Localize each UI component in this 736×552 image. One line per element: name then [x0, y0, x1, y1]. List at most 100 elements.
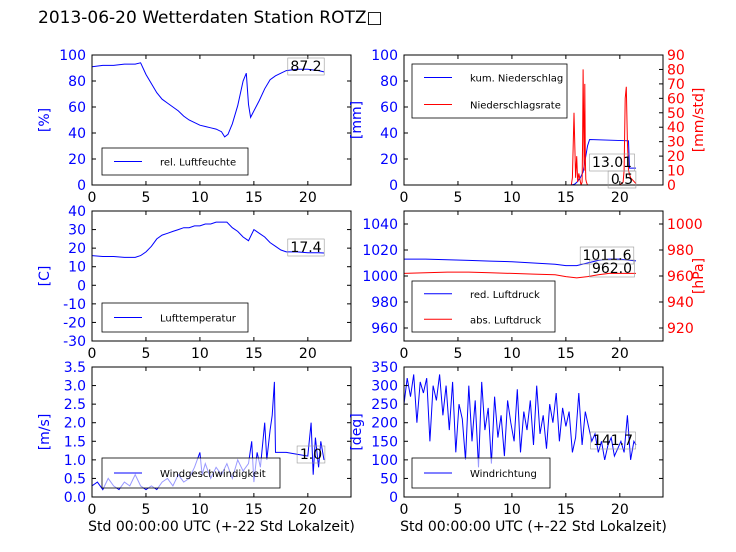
x-tick-label-humidity: 10 [191, 190, 209, 206]
plot-frame-wind-direction [403, 366, 664, 498]
current-value-2-precipitation: 0.5 [611, 172, 633, 188]
current-value-wind-speed: 1.0 [300, 447, 322, 463]
y-tick-label-pressure: 1040 [362, 217, 398, 233]
y2-tick-label-precipitation: 40 [667, 120, 685, 136]
x-tick-label-temperature: 10 [191, 346, 209, 362]
y-tick-label-wind-speed: 1.5 [64, 434, 86, 450]
x-tick-label-wind-speed: 15 [245, 502, 263, 518]
y-tick-label-wind-speed: 3.5 [64, 360, 86, 376]
y-tick-label-wind-direction: 350 [371, 360, 398, 376]
legend-box-precipitation [411, 63, 568, 119]
y2-tick-label-precipitation: 70 [667, 77, 685, 93]
y-tick-label-wind-speed: 0.5 [64, 471, 86, 487]
y2-tick-label-precipitation: 30 [667, 135, 685, 151]
chart-precipitation: 0 5 10 15 200204060801000102030405060708090[… [349, 48, 707, 206]
y2-tick-label-precipitation: 60 [667, 91, 685, 107]
current-value-wind-direction: 141.7 [593, 433, 633, 449]
legend-label-temperature-0: Lufttemperatur [160, 314, 237, 325]
x-tick-label-pressure: 5 [453, 346, 462, 362]
x-tick-label-wind-speed: 20 [299, 502, 317, 518]
x-tick-label-humidity: 5 [141, 190, 150, 206]
y-axis-label-precipitation: [mm] [349, 101, 365, 139]
y-tick-label-wind-direction: 300 [371, 379, 398, 395]
y-tick-label-pressure: 1000 [362, 269, 398, 285]
x-tick-label-humidity: 15 [245, 190, 263, 206]
x-tick-label-pressure: 10 [503, 346, 521, 362]
y-axis-label-temperature: [C] [37, 266, 53, 287]
x-tick-label-humidity: 20 [299, 190, 317, 206]
x-tick-label-wind-speed: 5 [141, 502, 150, 518]
plot-frame-humidity [91, 54, 352, 186]
y-tick-label-wind-direction: 100 [371, 453, 398, 469]
x-tick-label-wind-speed: 0 [88, 502, 97, 518]
y-tick-label-wind-direction: 150 [371, 434, 398, 450]
y2-tick-label-precipitation: 90 [667, 48, 685, 64]
y-tick-label-precipitation: 20 [380, 152, 398, 168]
y2-axis-label-precipitation: [mm/std] [691, 88, 707, 153]
page-title: 2013-06-20 Wetterdaten Station ROTZ□ [38, 8, 383, 28]
y-axis-label-wind-direction: [deg] [349, 413, 365, 450]
current-value-2-precipitation-box [607, 170, 637, 189]
x-tick-label-wind-direction: 0 [400, 502, 409, 518]
series-line-pressure-0 [404, 258, 637, 267]
y-tick-label-wind-speed: 3.0 [64, 379, 86, 395]
y-tick-label-temperature: -10 [63, 297, 86, 313]
y-tick-label-temperature: 10 [68, 260, 86, 276]
y-tick-label-precipitation: 100 [371, 48, 398, 64]
y2-tick-label-precipitation: 50 [667, 106, 685, 122]
y-tick-label-humidity: 40 [68, 126, 86, 142]
series-line-pressure-1 [404, 271, 636, 279]
current-value-temperature: 17.4 [290, 240, 321, 256]
y2-tick-label-precipitation: 10 [667, 164, 685, 180]
y2-tick-label-precipitation: 0 [667, 178, 676, 194]
series-line-precipitation-1 [404, 69, 637, 185]
x-tick-label-precipitation: 15 [557, 190, 575, 206]
legend-label-precipitation-1: Niederschlagsrate [470, 101, 561, 112]
x-tick-label-precipitation: 0 [400, 190, 409, 206]
y-tick-label-wind-direction: 250 [371, 397, 398, 413]
y2-tick-label-precipitation: 20 [667, 149, 685, 165]
y2-axis-label-pressure: [hPa] [691, 258, 707, 294]
y2-tick-label-pressure: 1000 [667, 217, 703, 233]
y-tick-label-precipitation: 0 [389, 178, 398, 194]
y-tick-label-humidity: 100 [59, 48, 86, 64]
current-value-wind-direction-box [590, 431, 636, 450]
y-tick-label-wind-speed: 2.5 [64, 397, 86, 413]
y-tick-label-pressure: 980 [371, 295, 398, 311]
y-tick-label-precipitation: 80 [380, 74, 398, 90]
y-tick-label-temperature: 30 [68, 223, 86, 239]
y-tick-label-precipitation: 40 [380, 126, 398, 142]
current-value-temperature-box [287, 238, 325, 257]
legend-label-precipitation-0: kum. Niederschlag [470, 74, 563, 85]
plot-frame-temperature [91, 210, 352, 342]
x-axis-label-wind-speed: Std 00:00:00 UTC (+-22 Std Lokalzeit) [88, 519, 355, 535]
x-tick-label-pressure: 20 [611, 346, 629, 362]
x-tick-label-wind-speed: 10 [191, 502, 209, 518]
series-line-temperature-0 [92, 221, 325, 258]
current-value-humidity-box [287, 57, 325, 76]
x-tick-label-temperature: 15 [245, 346, 263, 362]
chart-wind-speed: 0 5 10 15 20 0.0 0.5 1.0 1.5 2.0 2.5 3.0 3.5 [m/s] Std… [37, 360, 355, 535]
chart-temperature: 0 5 10 15 20 -30 -20 -10 0 10 20 30 40 [C] Lufttempera… [37, 204, 352, 362]
current-value-2-pressure-box [589, 259, 635, 278]
y-tick-label-precipitation: 60 [380, 100, 398, 116]
x-tick-label-temperature: 20 [299, 346, 317, 362]
x-tick-label-humidity: 0 [88, 190, 97, 206]
x-tick-label-temperature: 5 [141, 346, 150, 362]
x-tick-label-precipitation: 20 [611, 190, 629, 206]
current-value-pressure-box [579, 246, 635, 265]
y-tick-label-wind-speed: 1.0 [64, 453, 86, 469]
x-tick-label-pressure: 15 [557, 346, 575, 362]
y-tick-label-temperature: 40 [68, 204, 86, 220]
x-axis-label-wind-direction: Std 00:00:00 UTC (+-22 Std Lokalzeit) [400, 519, 667, 535]
y-tick-label-humidity: 80 [68, 74, 86, 90]
y2-tick-label-pressure: 960 [667, 269, 694, 285]
plot-frame-precipitation [403, 54, 664, 186]
y-tick-label-temperature: 20 [68, 241, 86, 257]
x-tick-label-pressure: 0 [400, 346, 409, 362]
current-value-precipitation: 13.01 [592, 155, 632, 171]
y-tick-label-temperature: -30 [63, 334, 86, 350]
series-line-precipitation-0 [404, 138, 636, 185]
